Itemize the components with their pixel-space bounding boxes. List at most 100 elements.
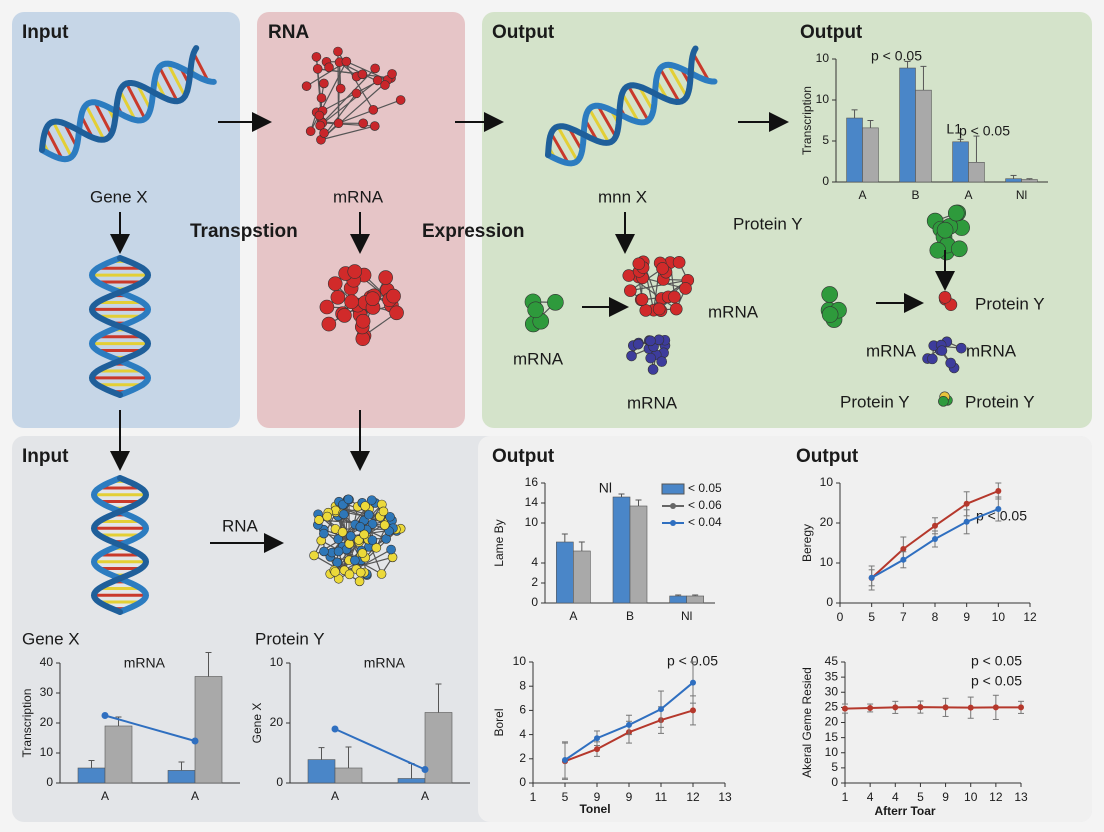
atom (354, 576, 365, 587)
y-axis-label: Transcription (20, 689, 34, 758)
label: mRNA (966, 341, 1017, 360)
atom (337, 308, 352, 323)
atom (547, 294, 564, 311)
x-tick-label: 1 (842, 790, 849, 804)
atom (947, 204, 965, 222)
bar (334, 767, 363, 784)
x-tick-label: 7 (900, 610, 907, 624)
y-axis-label: Borel (492, 708, 506, 736)
atom (370, 63, 380, 74)
bond (320, 125, 375, 141)
x-tick-label: A (191, 789, 199, 803)
point (421, 766, 429, 773)
bar (1021, 179, 1038, 183)
atom (312, 64, 323, 74)
base-pair (596, 105, 618, 138)
x-tick-label: A (858, 188, 866, 202)
atom (355, 313, 371, 329)
label: Protein Y (965, 392, 1035, 411)
label: RNA (222, 516, 259, 535)
atom (367, 519, 378, 529)
atom (350, 555, 360, 566)
x-tick-label: 10 (992, 610, 1006, 624)
atom (379, 520, 390, 530)
y-axis-label: Transcription (800, 86, 814, 155)
bar (629, 505, 648, 604)
base-pair (166, 62, 187, 97)
y-axis-label: Lame By (492, 519, 506, 566)
point (658, 706, 664, 713)
atom (319, 128, 329, 138)
atom (632, 338, 644, 350)
atom (355, 522, 366, 532)
chart-panel (478, 436, 1092, 822)
atom (365, 291, 380, 306)
annotation: mRNA (364, 655, 406, 671)
bond (321, 68, 376, 124)
point (995, 506, 1002, 512)
y-tick-label: 10 (40, 745, 54, 759)
y-tick-label: 30 (825, 684, 839, 698)
base-pair (84, 104, 106, 141)
point (331, 725, 339, 733)
label: mnn X (598, 187, 647, 206)
y-tick-label: 2 (519, 751, 526, 765)
point (594, 746, 600, 753)
bar (846, 117, 863, 183)
y-tick-label: 0 (531, 595, 538, 609)
base-pair (658, 67, 681, 103)
y-tick-label: 10 (525, 515, 539, 529)
dna-strand (90, 475, 150, 615)
atom (311, 52, 322, 62)
y-axis-label: Beregy (800, 524, 814, 562)
atom (656, 356, 668, 367)
x-tick-label: 10 (964, 790, 978, 804)
line-series (334, 728, 426, 771)
x-tick-label: 0 (837, 610, 844, 624)
atom (344, 569, 355, 580)
chart-title: Gene X (22, 629, 80, 648)
y-tick-label: 8 (519, 678, 526, 692)
x-tick-label: 8 (932, 610, 939, 624)
atom (364, 509, 374, 520)
point (900, 546, 907, 552)
annotation: Nl (599, 480, 612, 496)
bar (686, 595, 704, 604)
bar (1005, 178, 1022, 183)
y-tick-label: 20 (40, 715, 54, 729)
bar (968, 162, 985, 183)
atom (319, 528, 329, 539)
atom (527, 301, 544, 319)
atom (632, 257, 646, 270)
legend-label: < 0.04 (688, 515, 722, 529)
y-tick-label: 0 (519, 775, 526, 789)
x-tick-label: 4 (867, 790, 874, 804)
dna-strand (88, 255, 152, 398)
annotation: p < 0.05 (871, 48, 922, 64)
base-pair (588, 108, 611, 144)
atom (951, 240, 968, 258)
atom (305, 126, 316, 137)
point (995, 488, 1002, 494)
x-tick-label: A (331, 789, 339, 803)
dna-strand (545, 61, 718, 167)
point (900, 556, 907, 563)
base-pair (158, 66, 179, 102)
atom (330, 289, 346, 305)
atom (672, 256, 686, 269)
bar (104, 725, 133, 784)
point (992, 704, 999, 711)
x-tick-label: B (911, 188, 919, 202)
y-tick-label: 10 (820, 475, 834, 489)
y-tick-label: 0 (276, 775, 283, 789)
atom (626, 350, 637, 362)
atom (358, 118, 368, 129)
atom (929, 242, 947, 259)
y-tick-label: 35 (825, 669, 839, 683)
x-tick-label: 9 (942, 790, 949, 804)
y-tick-label: 10 (825, 745, 839, 759)
x-axis-label: Afterr Toar (874, 804, 935, 818)
bar (915, 89, 932, 183)
atom (821, 286, 838, 303)
